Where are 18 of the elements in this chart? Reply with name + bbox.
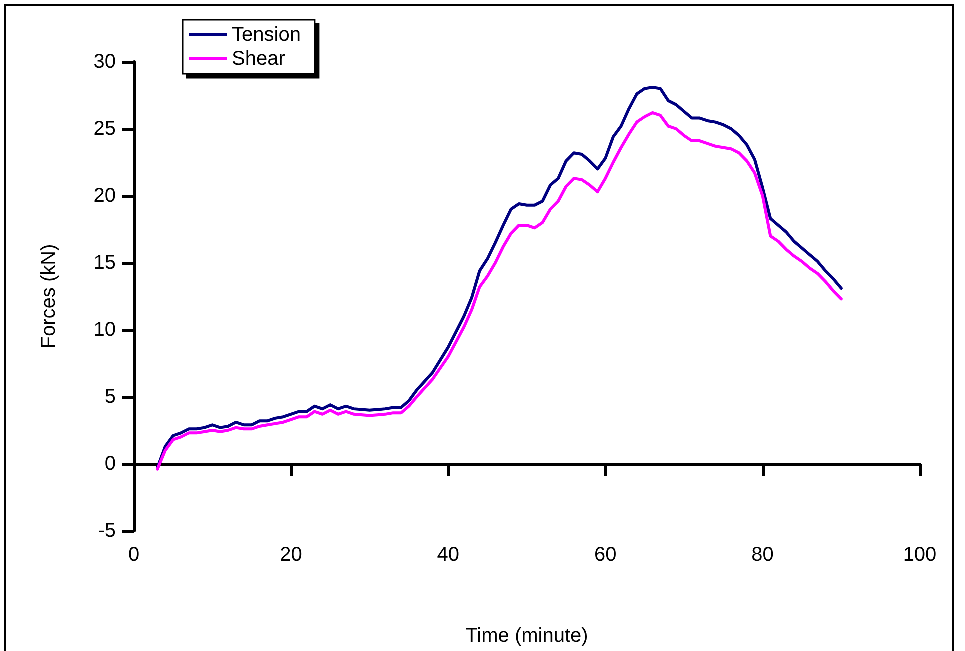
y-tick-label: -5: [98, 520, 116, 542]
y-tick-label: 0: [104, 453, 116, 475]
x-axis-title: Time (minute): [466, 625, 588, 647]
y-tick-label: 30: [94, 51, 116, 73]
y-axis-title: Forces (kN): [38, 244, 60, 349]
y-tick-label: 10: [94, 319, 116, 341]
x-tick-label: 0: [128, 544, 140, 566]
legend-label: Tension: [232, 24, 301, 46]
y-tick-label: 20: [94, 185, 116, 207]
x-tick-label: 60: [594, 544, 617, 566]
y-tick-label: 5: [104, 386, 116, 408]
y-tick-label: 15: [94, 252, 116, 274]
x-tick-label: 40: [437, 544, 460, 566]
legend-label: Shear: [232, 48, 286, 70]
x-tick-label: 20: [280, 544, 302, 566]
x-tick-label: 80: [752, 544, 774, 566]
y-tick-label: 25: [94, 118, 116, 140]
x-tick-label: 100: [903, 544, 937, 566]
